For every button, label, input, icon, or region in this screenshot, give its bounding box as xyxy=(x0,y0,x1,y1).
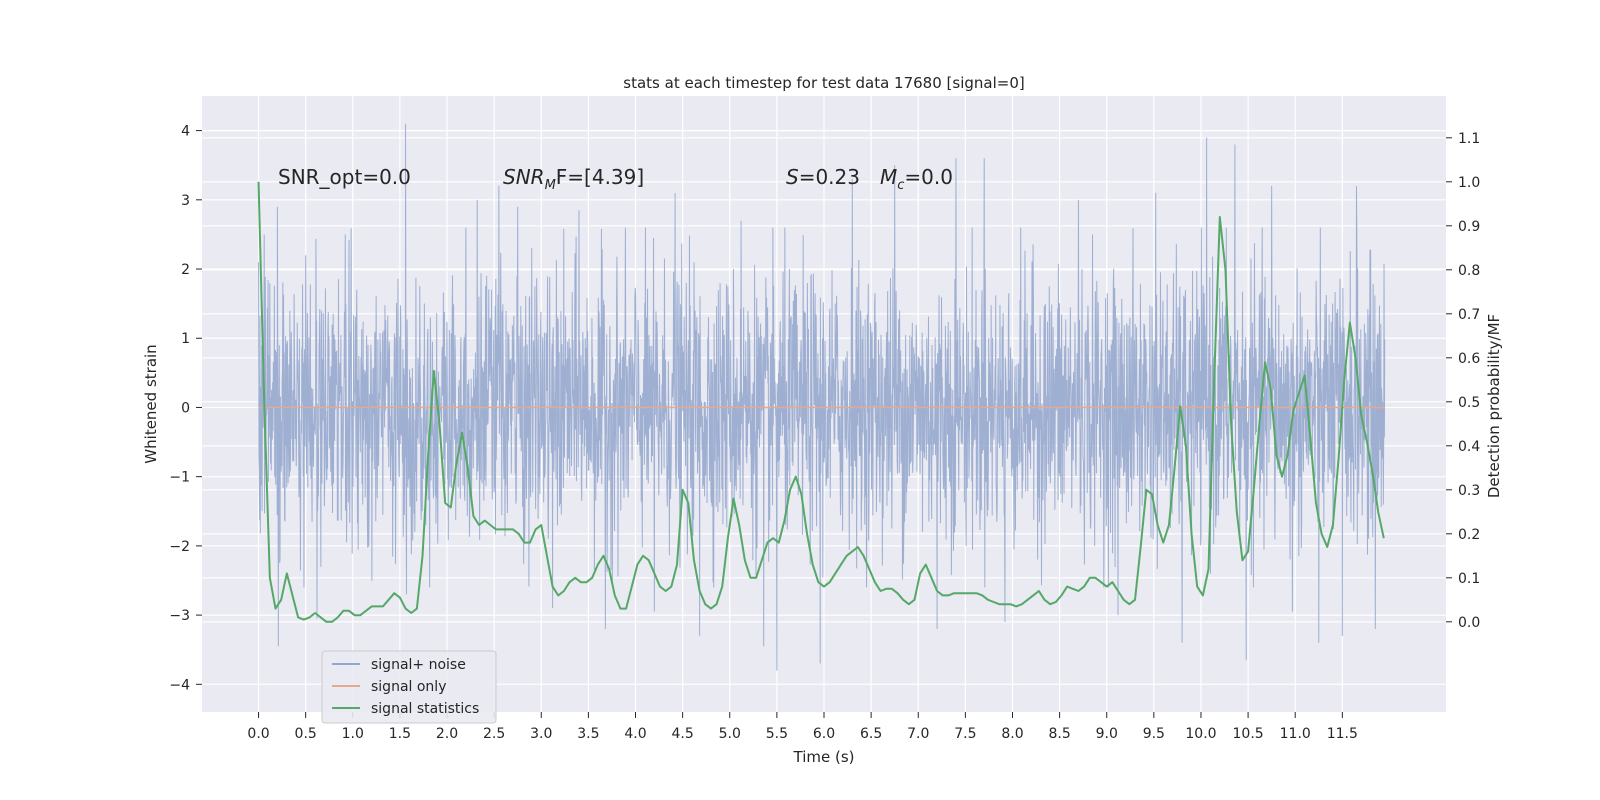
x-axis-title: Time (s) xyxy=(793,748,855,766)
y-left-tick-label: −3 xyxy=(169,608,190,624)
annotation-snr-mf-sub: M xyxy=(545,178,556,193)
y-left-tick-label: −4 xyxy=(169,677,190,693)
signal-statistics-series xyxy=(257,181,1385,623)
y-right-tick-label: 0.5 xyxy=(1458,395,1480,411)
y-right-tick-label: 0.7 xyxy=(1458,307,1480,323)
y-right-tick-label: 0.8 xyxy=(1458,263,1480,279)
legend-label-signal-noise: signal+ noise xyxy=(371,657,466,673)
legend: signal+ noise signal only signal statist… xyxy=(321,650,497,724)
x-tick-label: 7.5 xyxy=(954,726,976,742)
y-axis-right: 0.0 0.1 0.2 0.3 0.4 0.5 0.6 0.7 0.8 0.9 1.0 1.1 xyxy=(1446,131,1480,631)
x-tick-label: 10.5 xyxy=(1233,726,1264,742)
y-right-tick-label: 0.3 xyxy=(1458,483,1480,499)
y-left-tick-label: −1 xyxy=(169,470,190,486)
y-axis-right-title: Detection probability/MF xyxy=(1485,314,1503,498)
legend-box xyxy=(321,650,497,724)
y-right-tick-label: 0.9 xyxy=(1458,219,1480,235)
y-left-tick-label: 0 xyxy=(181,400,190,416)
annotation-s-tail: =0.23 xyxy=(799,165,860,189)
annotation-s: S=0.23 xyxy=(786,165,860,189)
x-tick-label: 10.0 xyxy=(1185,726,1216,742)
annotation-mc: Mc=0.0 xyxy=(880,165,953,193)
chart-title: stats at each timestep for test data 176… xyxy=(623,74,1024,92)
x-tick-label: 8.5 xyxy=(1048,726,1070,742)
y-right-tick-label: 0.4 xyxy=(1458,439,1480,455)
x-tick-label: 5.0 xyxy=(719,726,741,742)
y-axis-left: −4 −3 −2 −1 0 1 2 3 4 xyxy=(169,124,202,693)
y-left-tick-label: 4 xyxy=(181,124,190,140)
signal-noise-line xyxy=(258,123,1386,671)
x-tick-label: 11.5 xyxy=(1327,726,1358,742)
signal-statistics-line xyxy=(257,181,1385,623)
x-tick-label: 4.5 xyxy=(672,726,694,742)
annotation-mc-tail: =0.0 xyxy=(904,165,953,189)
x-tick-label: 3.5 xyxy=(577,726,599,742)
y-right-tick-label: 0.6 xyxy=(1458,351,1480,367)
annotation-mc-sub: c xyxy=(897,178,904,193)
y-left-tick-label: 2 xyxy=(181,262,190,278)
x-tick-label: 2.0 xyxy=(436,726,458,742)
y-axis-left-title: Whitened strain xyxy=(142,344,160,463)
y-right-tick-label: 0.0 xyxy=(1458,615,1480,631)
legend-label-signal-statistics: signal statistics xyxy=(371,701,479,717)
annotation-snr-mf-main: SNR xyxy=(503,165,545,189)
annotation-s-italic: S xyxy=(786,165,799,189)
x-tick-label: 9.0 xyxy=(1096,726,1118,742)
x-axis: 0.0 0.5 1.0 1.5 2.0 2.5 3.0 3.5 4.0 4.5 5.0 5.5 6.0 6… xyxy=(247,712,1358,742)
annotation-snr-mf: SNRMF=[4.39] xyxy=(503,165,644,193)
x-tick-label: 11.0 xyxy=(1280,726,1311,742)
x-tick-label: 1.0 xyxy=(342,726,364,742)
x-tick-label: 1.5 xyxy=(389,726,411,742)
y-left-tick-label: −2 xyxy=(169,539,190,555)
x-tick-label: 0.0 xyxy=(247,726,269,742)
x-tick-label: 9.5 xyxy=(1143,726,1165,742)
x-tick-label: 2.5 xyxy=(483,726,505,742)
x-tick-label: 6.0 xyxy=(813,726,835,742)
y-right-tick-label: 1.1 xyxy=(1458,131,1480,147)
legend-label-signal-only: signal only xyxy=(371,679,446,695)
annotation-mc-main: M xyxy=(880,165,897,189)
x-tick-label: 4.0 xyxy=(624,726,646,742)
x-tick-label: 0.5 xyxy=(295,726,317,742)
x-tick-label: 6.5 xyxy=(860,726,882,742)
x-tick-label: 7.0 xyxy=(907,726,929,742)
x-tick-label: 5.5 xyxy=(766,726,788,742)
annotation-snr-opt: SNR_opt=0.0 xyxy=(278,165,411,189)
y-right-tick-label: 1.0 xyxy=(1458,175,1480,191)
signal-noise-series xyxy=(258,123,1386,671)
y-right-tick-label: 0.2 xyxy=(1458,527,1480,543)
x-tick-label: 8.0 xyxy=(1001,726,1023,742)
x-tick-label: 3.0 xyxy=(530,726,552,742)
annotation-snr-mf-tail: F=[4.39] xyxy=(556,165,644,189)
y-left-tick-label: 1 xyxy=(181,331,190,347)
y-left-tick-label: 3 xyxy=(181,193,190,209)
y-right-tick-label: 0.1 xyxy=(1458,571,1480,587)
